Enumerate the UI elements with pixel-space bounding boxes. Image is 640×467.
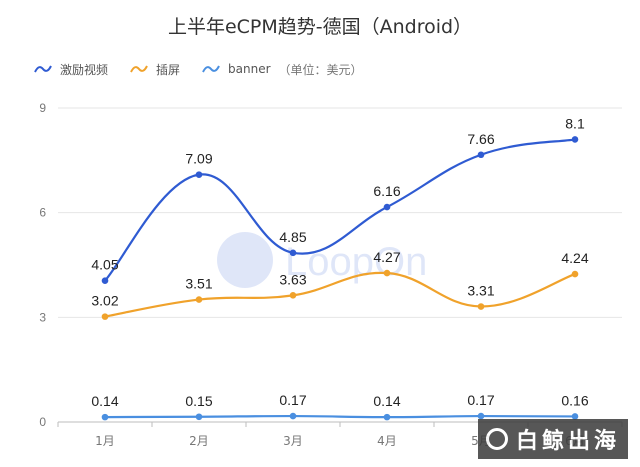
y-tick-label-0: 0 [39, 415, 46, 429]
data-label-rewarded-video-2: 7.09 [185, 151, 212, 167]
data-point-rewarded-video-4 [383, 203, 391, 211]
data-point-banner-1 [101, 413, 109, 421]
watermark-badge: 白鲸出海 [478, 419, 628, 459]
data-label-banner-3: 0.17 [279, 392, 306, 408]
data-point-interstitial-4 [383, 269, 391, 277]
data-point-rewarded-video-2 [195, 171, 203, 178]
legend-label-banner: banner [228, 62, 271, 76]
data-label-banner-2: 0.15 [185, 393, 212, 409]
data-label-banner-1: 0.14 [91, 393, 118, 409]
y-tick-label-9: 9 [39, 101, 46, 115]
legend-swatch-interstitial [130, 65, 148, 73]
data-point-interstitial-3 [289, 292, 297, 299]
data-point-rewarded-video-1 [101, 277, 109, 285]
data-label-rewarded-video-3: 4.85 [279, 229, 306, 245]
data-label-interstitial-4: 4.27 [373, 249, 400, 265]
data-label-interstitial-6: 4.24 [561, 250, 588, 266]
data-point-interstitial-5 [477, 303, 485, 310]
x-tick-label-2: 2月 [189, 434, 209, 448]
chart-legend: 激励视频 插屏 banner （单位：美元） [34, 58, 385, 80]
legend-item-interstitial[interactable]: 插屏 [130, 61, 180, 78]
legend-item-rewarded-video[interactable]: 激励视频 [34, 61, 108, 78]
x-tick-label-3: 3月 [283, 434, 303, 448]
data-point-banner-4 [383, 413, 391, 421]
data-label-interstitial-5: 3.31 [467, 283, 494, 299]
x-tick-label-1: 1月 [95, 434, 115, 448]
data-label-interstitial-3: 3.63 [279, 271, 306, 287]
data-label-rewarded-video-6: 8.1 [565, 115, 585, 131]
data-point-banner-2 [195, 413, 203, 421]
watermark-logo-icon [485, 428, 508, 450]
data-point-interstitial-2 [195, 296, 203, 303]
series-line-interstitial [104, 271, 576, 318]
legend-swatch-rewarded-video [34, 65, 52, 73]
series-line-banner [104, 414, 576, 419]
x-tick-label-4: 4月 [377, 434, 397, 448]
data-label-banner-6: 0.16 [561, 392, 588, 408]
data-point-interstitial-1 [101, 313, 109, 320]
data-point-rewarded-video-6 [571, 136, 579, 143]
data-label-interstitial-1: 3.02 [91, 293, 118, 309]
legend-label-rewarded-video: 激励视频 [60, 62, 109, 77]
legend-label-interstitial: 插屏 [156, 62, 181, 77]
unit-label: （单位：美元） [278, 62, 363, 77]
y-tick-label-6: 6 [39, 206, 46, 220]
watermark-text: 白鲸出海 [515, 429, 620, 454]
data-point-interstitial-6 [571, 270, 579, 278]
legend-item-banner[interactable]: banner （单位：美元） [202, 61, 363, 78]
data-point-rewarded-video-5 [477, 151, 485, 159]
data-label-rewarded-video-4: 6.16 [373, 183, 400, 199]
data-label-rewarded-video-1: 4.05 [91, 257, 118, 273]
data-point-rewarded-video-3 [289, 249, 297, 257]
chart-title: 上半年eCPM趋势-德国（Android） [167, 16, 473, 38]
data-point-banner-5 [477, 412, 485, 420]
data-point-banner-3 [289, 412, 297, 420]
legend-swatch-banner [202, 65, 220, 73]
data-label-rewarded-video-5: 7.66 [467, 131, 494, 147]
y-tick-label-3: 3 [39, 310, 46, 324]
data-label-interstitial-2: 3.51 [185, 276, 212, 292]
series-line-rewarded-video [104, 138, 576, 282]
data-label-banner-4: 0.14 [373, 393, 400, 409]
data-point-banner-6 [571, 413, 579, 420]
data-label-banner-5: 0.17 [467, 392, 494, 408]
